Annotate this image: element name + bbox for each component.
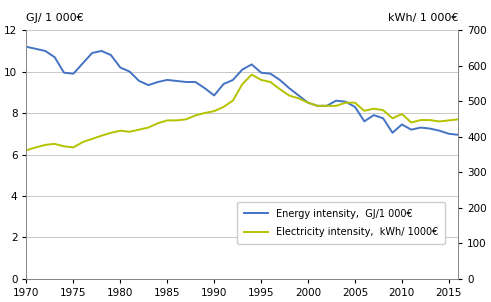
Electricity intensity,  kWh/ 1000€: [240, 82, 246, 86]
Text: GJ/ 1 000€: GJ/ 1 000€: [27, 13, 84, 23]
Electricity intensity,  kWh/ 1000€: [296, 97, 301, 100]
Electricity intensity,  kWh/ 1000€: [42, 143, 48, 147]
Energy intensity,  GJ/1 000€: [352, 105, 358, 109]
Electricity intensity,  kWh/ 1000€: [155, 121, 161, 125]
Energy intensity,  GJ/1 000€: [324, 104, 330, 108]
Electricity intensity,  kWh/ 1000€: [455, 117, 461, 121]
Electricity intensity,  kWh/ 1000€: [324, 104, 330, 108]
Energy intensity,  GJ/1 000€: [230, 78, 236, 82]
Electricity intensity,  kWh/ 1000€: [389, 117, 395, 120]
Electricity intensity,  kWh/ 1000€: [174, 119, 180, 122]
Energy intensity,  GJ/1 000€: [333, 99, 339, 102]
Energy intensity,  GJ/1 000€: [418, 126, 424, 129]
Electricity intensity,  kWh/ 1000€: [305, 101, 311, 104]
Energy intensity,  GJ/1 000€: [455, 133, 461, 137]
Electricity intensity,  kWh/ 1000€: [33, 146, 39, 149]
Energy intensity,  GJ/1 000€: [183, 80, 189, 84]
Energy intensity,  GJ/1 000€: [202, 86, 208, 90]
Electricity intensity,  kWh/ 1000€: [409, 121, 414, 124]
Energy intensity,  GJ/1 000€: [220, 82, 226, 86]
Energy intensity,  GJ/1 000€: [61, 71, 67, 75]
Electricity intensity,  kWh/ 1000€: [80, 140, 86, 144]
Energy intensity,  GJ/1 000€: [108, 53, 114, 57]
Energy intensity,  GJ/1 000€: [371, 113, 377, 117]
Energy intensity,  GJ/1 000€: [296, 94, 301, 97]
Electricity intensity,  kWh/ 1000€: [268, 80, 273, 84]
Energy intensity,  GJ/1 000€: [70, 72, 76, 76]
Electricity intensity,  kWh/ 1000€: [99, 134, 105, 137]
Electricity intensity,  kWh/ 1000€: [89, 137, 95, 141]
Electricity intensity,  kWh/ 1000€: [343, 101, 349, 104]
Electricity intensity,  kWh/ 1000€: [183, 117, 189, 121]
Electricity intensity,  kWh/ 1000€: [117, 129, 123, 133]
Energy intensity,  GJ/1 000€: [343, 100, 349, 104]
Energy intensity,  GJ/1 000€: [89, 51, 95, 55]
Text: kWh/ 1 000€: kWh/ 1 000€: [388, 13, 458, 23]
Energy intensity,  GJ/1 000€: [127, 70, 133, 73]
Electricity intensity,  kWh/ 1000€: [277, 87, 283, 91]
Electricity intensity,  kWh/ 1000€: [136, 128, 142, 131]
Energy intensity,  GJ/1 000€: [249, 63, 255, 66]
Energy intensity,  GJ/1 000€: [409, 128, 414, 131]
Electricity intensity,  kWh/ 1000€: [220, 105, 226, 109]
Energy intensity,  GJ/1 000€: [155, 80, 161, 84]
Electricity intensity,  kWh/ 1000€: [202, 111, 208, 115]
Energy intensity,  GJ/1 000€: [211, 94, 217, 97]
Electricity intensity,  kWh/ 1000€: [333, 104, 339, 108]
Electricity intensity,  kWh/ 1000€: [52, 142, 57, 146]
Energy intensity,  GJ/1 000€: [314, 104, 320, 108]
Energy intensity,  GJ/1 000€: [24, 45, 29, 49]
Electricity intensity,  kWh/ 1000€: [61, 145, 67, 148]
Energy intensity,  GJ/1 000€: [145, 83, 151, 87]
Electricity intensity,  kWh/ 1000€: [361, 109, 367, 113]
Electricity intensity,  kWh/ 1000€: [446, 119, 452, 122]
Electricity intensity,  kWh/ 1000€: [164, 119, 170, 122]
Energy intensity,  GJ/1 000€: [80, 62, 86, 65]
Electricity intensity,  kWh/ 1000€: [24, 148, 29, 152]
Electricity intensity,  kWh/ 1000€: [286, 94, 292, 97]
Line: Electricity intensity,  kWh/ 1000€: Electricity intensity, kWh/ 1000€: [27, 75, 458, 150]
Electricity intensity,  kWh/ 1000€: [249, 73, 255, 76]
Energy intensity,  GJ/1 000€: [268, 72, 273, 76]
Energy intensity,  GJ/1 000€: [380, 117, 386, 120]
Energy intensity,  GJ/1 000€: [305, 101, 311, 104]
Electricity intensity,  kWh/ 1000€: [352, 101, 358, 104]
Energy intensity,  GJ/1 000€: [52, 55, 57, 59]
Energy intensity,  GJ/1 000€: [136, 79, 142, 83]
Energy intensity,  GJ/1 000€: [117, 66, 123, 69]
Electricity intensity,  kWh/ 1000€: [399, 112, 405, 116]
Energy intensity,  GJ/1 000€: [240, 68, 246, 71]
Electricity intensity,  kWh/ 1000€: [192, 114, 198, 117]
Electricity intensity,  kWh/ 1000€: [380, 108, 386, 112]
Energy intensity,  GJ/1 000€: [286, 86, 292, 90]
Energy intensity,  GJ/1 000€: [174, 79, 180, 83]
Energy intensity,  GJ/1 000€: [427, 127, 433, 130]
Energy intensity,  GJ/1 000€: [164, 78, 170, 82]
Electricity intensity,  kWh/ 1000€: [127, 130, 133, 133]
Electricity intensity,  kWh/ 1000€: [371, 107, 377, 111]
Line: Energy intensity,  GJ/1 000€: Energy intensity, GJ/1 000€: [27, 47, 458, 135]
Electricity intensity,  kWh/ 1000€: [211, 109, 217, 113]
Electricity intensity,  kWh/ 1000€: [436, 120, 442, 123]
Energy intensity,  GJ/1 000€: [436, 129, 442, 133]
Electricity intensity,  kWh/ 1000€: [70, 146, 76, 149]
Legend: Energy intensity,  GJ/1 000€, Electricity intensity,  kWh/ 1000€: Energy intensity, GJ/1 000€, Electricity…: [237, 202, 445, 244]
Energy intensity,  GJ/1 000€: [399, 123, 405, 126]
Energy intensity,  GJ/1 000€: [42, 49, 48, 53]
Energy intensity,  GJ/1 000€: [361, 120, 367, 123]
Electricity intensity,  kWh/ 1000€: [258, 78, 264, 82]
Energy intensity,  GJ/1 000€: [99, 49, 105, 53]
Electricity intensity,  kWh/ 1000€: [314, 104, 320, 108]
Energy intensity,  GJ/1 000€: [277, 78, 283, 82]
Electricity intensity,  kWh/ 1000€: [108, 131, 114, 135]
Energy intensity,  GJ/1 000€: [258, 71, 264, 75]
Electricity intensity,  kWh/ 1000€: [427, 118, 433, 122]
Energy intensity,  GJ/1 000€: [389, 131, 395, 135]
Energy intensity,  GJ/1 000€: [446, 132, 452, 136]
Electricity intensity,  kWh/ 1000€: [230, 99, 236, 102]
Energy intensity,  GJ/1 000€: [33, 47, 39, 51]
Electricity intensity,  kWh/ 1000€: [145, 126, 151, 129]
Energy intensity,  GJ/1 000€: [192, 80, 198, 84]
Electricity intensity,  kWh/ 1000€: [418, 118, 424, 122]
